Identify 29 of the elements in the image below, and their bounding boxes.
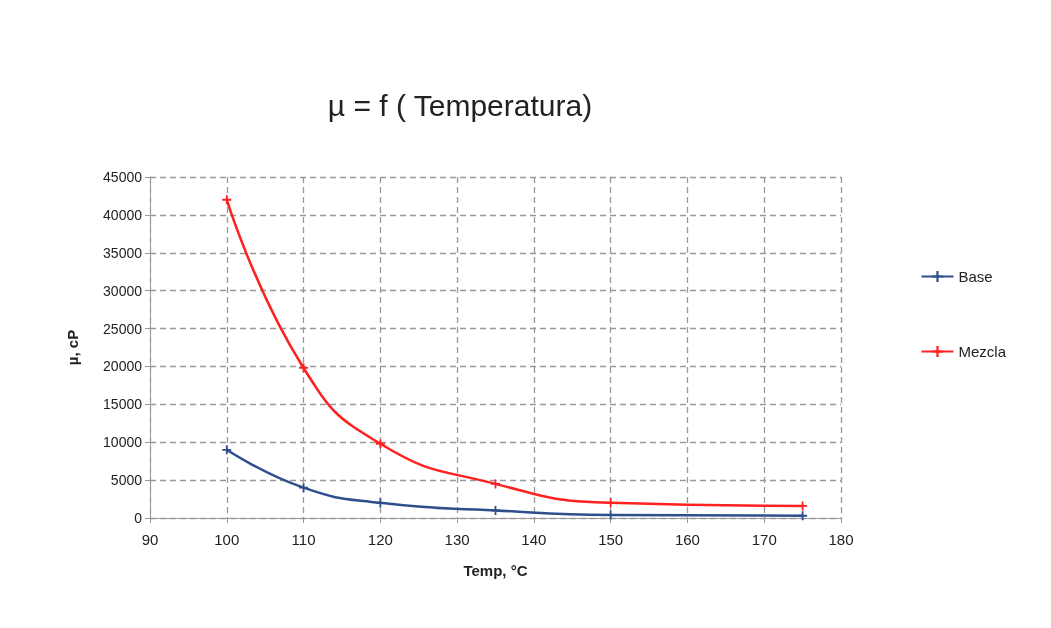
point bbox=[798, 511, 808, 521]
x-tick-label: 100 bbox=[214, 531, 240, 548]
y-tick-label: 40000 bbox=[103, 206, 143, 223]
x-tick-label: 110 bbox=[291, 531, 316, 548]
point bbox=[222, 445, 232, 455]
x-tick-label: 150 bbox=[598, 531, 624, 548]
y-tick-label: 25000 bbox=[103, 320, 143, 337]
legend-label: Mezcla bbox=[958, 343, 1007, 360]
y-tick-label: 5000 bbox=[110, 472, 143, 489]
x-tick-label: 160 bbox=[674, 531, 700, 548]
x-tick-label: 140 bbox=[521, 531, 547, 548]
x-tick-label: 130 bbox=[444, 531, 470, 548]
y-tick-label: 30000 bbox=[103, 282, 143, 299]
y-axis-title: µ, cP bbox=[64, 329, 81, 366]
point bbox=[375, 439, 385, 449]
x-tick-label: 120 bbox=[367, 531, 393, 548]
chart-title: µ = f ( Temperatura) bbox=[327, 88, 593, 122]
legend-label: Base bbox=[958, 268, 993, 285]
x-tick-label: 90 bbox=[141, 531, 159, 548]
y-tick-label: 15000 bbox=[103, 396, 143, 413]
y-tick-label: 0 bbox=[134, 510, 143, 526]
y-tick-label: 10000 bbox=[103, 434, 143, 451]
point bbox=[222, 195, 232, 205]
x-tick-label: 180 bbox=[828, 531, 854, 548]
x-axis-title: Temp, °C bbox=[463, 562, 528, 579]
y-tick-label: 35000 bbox=[103, 244, 143, 261]
y-tick-label: 45000 bbox=[103, 169, 143, 185]
x-tick-label: 170 bbox=[751, 531, 777, 548]
y-tick-label: 20000 bbox=[103, 358, 143, 375]
